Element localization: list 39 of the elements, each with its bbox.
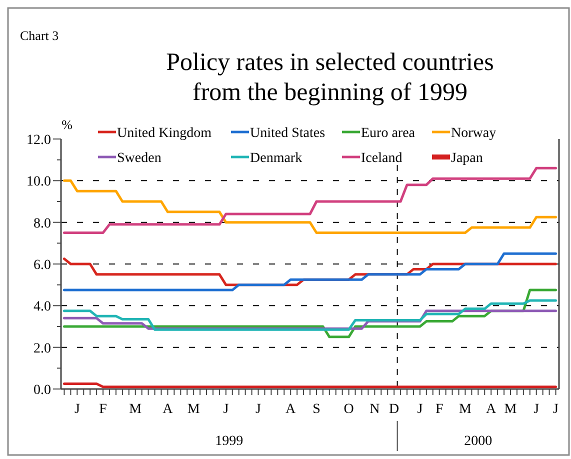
x-tick-label: A (486, 402, 498, 417)
x-tick-label: J (256, 402, 262, 417)
legend-label: Iceland (361, 151, 402, 166)
y-tick-label: 10.0 (26, 174, 51, 190)
legend-label: Sweden (117, 151, 162, 166)
x-tick-label: F (435, 402, 444, 417)
chart-title: Policy rates in selected countries from the beginning of 1999 (166, 49, 494, 106)
x-tick-label: M (504, 402, 518, 417)
legend-label: Japan (451, 151, 483, 166)
x-tick-label: J (223, 402, 230, 417)
y-tick-label: 12.0 (26, 133, 51, 148)
x-tick-label: M (187, 402, 200, 417)
caption: Chart 3 (20, 28, 59, 43)
x-tick-label: O (344, 402, 354, 417)
x-tick-label: M (129, 402, 142, 417)
x-tick-label: F (99, 402, 108, 417)
x-tick-label: S (312, 402, 320, 417)
x-tick-label: J (534, 402, 540, 417)
text: 2000 (464, 434, 492, 449)
text: 1999 (215, 434, 244, 449)
y-tick-label: 8.0 (34, 216, 51, 232)
legend-label: United States (250, 126, 326, 141)
x-tick-label: D (389, 402, 400, 417)
y-axis-title: % (62, 117, 73, 132)
y-tick-label: 0.0 (34, 383, 51, 398)
y-tick-label: 4.0 (34, 300, 51, 315)
y-tick-label: 2.0 (34, 341, 51, 356)
x-tick-label: J (417, 402, 424, 417)
x-tick-label: J (553, 402, 560, 417)
x-tick-label: M (458, 402, 472, 417)
legend-label: Norway (451, 126, 496, 141)
y-tick-label: 6.0 (34, 258, 51, 273)
legend-label: United Kingdom (117, 126, 212, 141)
x-tick-label: N (370, 402, 380, 417)
x-tick-label: J (74, 402, 80, 417)
x-tick-label: A (162, 402, 174, 417)
x-tick-label: A (286, 402, 297, 417)
legend-label: Euro area (361, 126, 416, 141)
legend-label: Denmark (250, 151, 302, 166)
